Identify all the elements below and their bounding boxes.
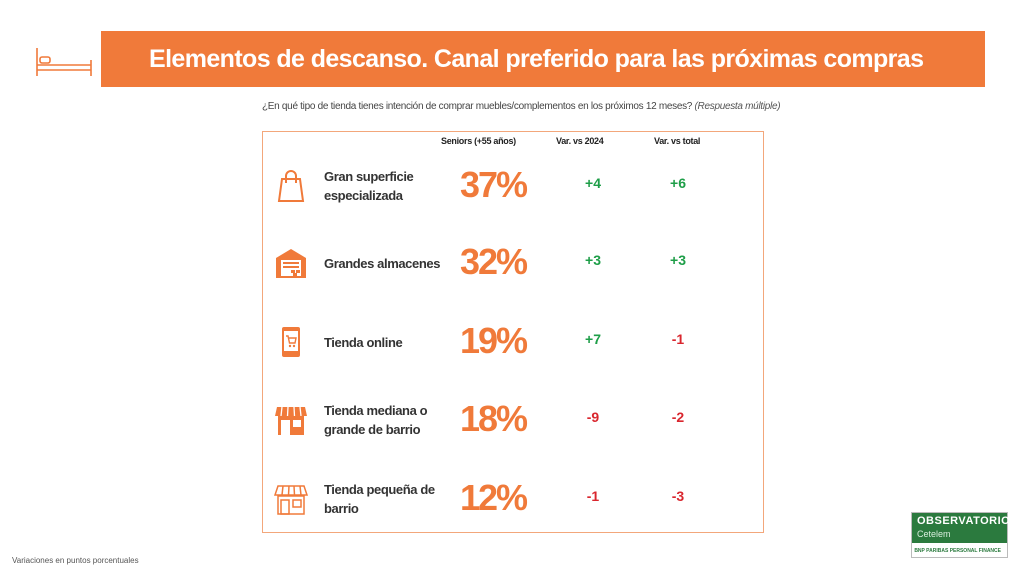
- row-label: Grandes almacenes: [324, 254, 440, 273]
- var-total-value: -2: [671, 409, 685, 425]
- table-row: Tienda mediana o grande de barrio 18% -9 -2: [262, 391, 764, 451]
- table-row: Gran superficie especializada 37% +4 +6: [262, 157, 764, 217]
- row-label: Tienda online: [324, 333, 403, 352]
- footnote: Variaciones en puntos porcentuales: [12, 556, 139, 565]
- row-label: Gran superficie especializada: [324, 167, 414, 205]
- survey-question: ¿En qué tipo de tienda tienes intención …: [262, 101, 781, 112]
- row-label-line: barrio: [324, 501, 359, 516]
- bed-icon: [36, 48, 92, 76]
- seniors-value: 19%: [459, 320, 528, 361]
- var-total-value: +3: [670, 252, 686, 268]
- seniors-value: 37%: [459, 164, 528, 205]
- small-shop-icon: [274, 485, 308, 515]
- var-2024-value: +4: [585, 175, 601, 191]
- table-row: Tienda pequeña de barrio 12% -1 -3: [262, 470, 764, 530]
- column-header-var-total: Var. vs total: [654, 136, 701, 146]
- table-row: Tienda online 19% +7 -1: [262, 313, 764, 373]
- row-label-line: Gran superficie: [324, 169, 414, 184]
- storefront-icon: [275, 406, 307, 435]
- logo-partner-text: BNP PARIBAS PERSONAL FINANCE: [914, 548, 1001, 554]
- row-label: Tienda pequeña de barrio: [324, 480, 435, 518]
- seniors-value: 12%: [459, 477, 528, 518]
- seniors-value: 18%: [459, 398, 528, 439]
- seniors-value: 32%: [459, 241, 528, 282]
- row-label-line: especializada: [324, 188, 403, 203]
- title-banner: Elementos de descanso. Canal preferido p…: [101, 31, 985, 87]
- row-label-line: Grandes almacenes: [324, 256, 441, 271]
- logo-main-text: OBSERVATORIO: [917, 515, 1011, 527]
- var-total-value: +6: [670, 175, 686, 191]
- row-label-line: grande de barrio: [324, 422, 421, 437]
- column-header-seniors: Seniors (+55 años): [441, 136, 516, 146]
- logo-sub-text: Cetelem: [917, 529, 951, 539]
- var-2024-value: +3: [585, 252, 601, 268]
- observatorio-logo: OBSERVATORIO Cetelem BNP PARIBAS PERSONA…: [911, 512, 1011, 558]
- column-header-var-2024: Var. vs 2024: [556, 136, 604, 146]
- var-total-value: -1: [671, 331, 685, 347]
- var-2024-value: -1: [586, 488, 600, 504]
- question-note: (Respuesta múltiple): [694, 101, 781, 112]
- shopping-bag-icon: [277, 170, 305, 202]
- question-text: ¿En qué tipo de tienda tienes intención …: [262, 101, 693, 112]
- mobile-cart-icon: [282, 327, 300, 357]
- table-row: Grandes almacenes 32% +3 +3: [262, 234, 764, 294]
- row-label-line: Tienda mediana o: [324, 403, 428, 418]
- row-label: Tienda mediana o grande de barrio: [324, 401, 428, 439]
- var-2024-value: +7: [585, 331, 601, 347]
- warehouse-icon: [276, 249, 306, 278]
- var-2024-value: -9: [586, 409, 600, 425]
- row-label-line: Tienda online: [324, 335, 403, 350]
- var-total-value: -3: [671, 488, 685, 504]
- row-label-line: Tienda pequeña de: [324, 482, 435, 497]
- results-panel: [262, 131, 764, 533]
- page-title: Elementos de descanso. Canal preferido p…: [149, 45, 924, 73]
- logo-banner: OBSERVATORIO Cetelem: [912, 513, 1011, 543]
